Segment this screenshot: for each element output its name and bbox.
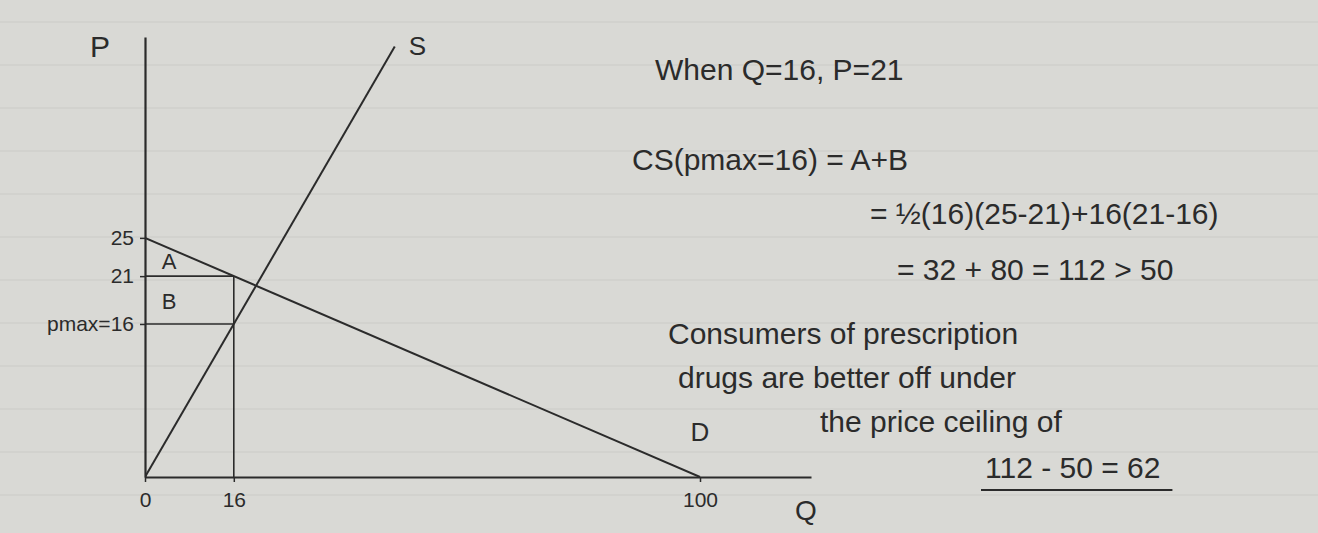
tick-mark bbox=[700, 477, 702, 482]
ruled-line bbox=[0, 194, 1318, 195]
plot-marks bbox=[145, 47, 700, 477]
ruled-line bbox=[0, 366, 1318, 367]
tick-mark bbox=[234, 477, 236, 482]
tick-label: 16 bbox=[223, 488, 246, 511]
ruled-line bbox=[0, 409, 1318, 410]
tick-label: 0 bbox=[140, 488, 152, 511]
series-line bbox=[145, 47, 395, 477]
ruled-line bbox=[0, 237, 1318, 238]
ruled-line bbox=[0, 495, 1318, 496]
curve-label: D bbox=[691, 417, 710, 447]
annotation: drugs are better off under bbox=[678, 361, 1016, 394]
annotation: = 32 + 80 = 112 > 50 bbox=[897, 253, 1173, 286]
tick-mark bbox=[140, 324, 145, 326]
paper-lines bbox=[0, 22, 1318, 495]
tick: 100 bbox=[683, 477, 718, 511]
tick: 25 bbox=[111, 226, 145, 249]
guide-line bbox=[145, 275, 234, 277]
tick-label: 100 bbox=[683, 488, 718, 511]
annotation: CS(pmax=16) = A+B bbox=[632, 143, 908, 176]
y-axis: pmax=16 21 25 bbox=[47, 38, 145, 478]
region-label: B bbox=[162, 289, 177, 314]
ruled-line bbox=[0, 108, 1318, 109]
tick: 21 bbox=[111, 264, 145, 287]
y-axis-title: P bbox=[90, 30, 110, 63]
canvas: 0 16 100 pmax=16 21 25 P Q S D AB When Q=16, P=21 CS… bbox=[0, 0, 1318, 533]
ruled-line bbox=[0, 22, 1318, 23]
annotation: Consumers of prescription bbox=[668, 317, 1018, 350]
tick: 0 bbox=[140, 477, 152, 511]
tick: 16 bbox=[223, 477, 246, 511]
ruled-line bbox=[0, 323, 1318, 324]
x-axis: 0 16 100 bbox=[140, 477, 812, 511]
axis-line bbox=[144, 38, 146, 478]
tick-label: pmax=16 bbox=[47, 312, 134, 335]
curve-label: S bbox=[409, 31, 426, 61]
series-line bbox=[145, 238, 700, 477]
tick-mark bbox=[140, 276, 145, 278]
underline bbox=[981, 489, 1172, 491]
guide-line bbox=[145, 323, 234, 325]
tick-label: 25 bbox=[111, 226, 134, 249]
annotation: When Q=16, P=21 bbox=[655, 53, 904, 86]
annotation: 112 - 50 = 62 bbox=[985, 451, 1160, 484]
tick-mark bbox=[140, 238, 145, 240]
x-axis-title: Q bbox=[795, 495, 817, 526]
tick: pmax=16 bbox=[47, 312, 145, 335]
axis-line bbox=[146, 476, 812, 478]
annotation: = ½(16)(25-21)+16(21-16) bbox=[870, 197, 1219, 230]
guide-line bbox=[233, 276, 235, 477]
annotation: the price ceiling of bbox=[820, 405, 1062, 438]
region-label: A bbox=[162, 249, 177, 274]
tick-mark bbox=[145, 477, 147, 482]
tick-label: 21 bbox=[111, 264, 134, 287]
